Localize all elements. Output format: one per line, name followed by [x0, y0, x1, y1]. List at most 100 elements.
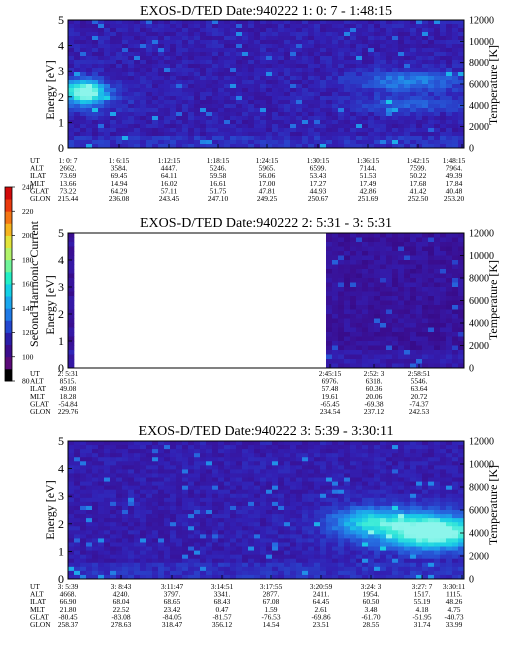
- heatmap-cell: [314, 445, 321, 450]
- heatmap-cell: [158, 497, 165, 503]
- heatmap-cell: [230, 489, 237, 495]
- heatmap-cell: [404, 305, 411, 310]
- heatmap-cell: [236, 481, 243, 486]
- heatmap-cell: [80, 72, 87, 77]
- heatmap-cell: [296, 28, 303, 33]
- heatmap-cell: [428, 60, 435, 65]
- heatmap-cell: [308, 116, 315, 121]
- heatmap-cell: [320, 60, 327, 65]
- heatmap-cell: [440, 242, 447, 247]
- heatmap-cell: [362, 140, 369, 145]
- heatmap-cell: [260, 501, 267, 507]
- heatmap-cell: [182, 80, 189, 85]
- heatmap-cell: [224, 441, 231, 446]
- heatmap-cell: [290, 493, 297, 499]
- heatmap-cell: [392, 473, 399, 478]
- heatmap-cell: [380, 72, 387, 77]
- heatmap-cell: [392, 477, 399, 482]
- heatmap-cell: [296, 449, 303, 454]
- heatmap-cell: [200, 68, 207, 73]
- heatmap-cell: [416, 233, 423, 238]
- heatmap-cell: [260, 128, 267, 133]
- heatmap-cell: [284, 510, 291, 515]
- heatmap-cell: [458, 287, 465, 292]
- heatmap-cell: [242, 546, 249, 551]
- heatmap-cell: [212, 40, 219, 45]
- heatmap-cell: [374, 501, 381, 507]
- heatmap-cell: [368, 345, 375, 351]
- heatmap-cell: [326, 72, 333, 77]
- heatmap-cell: [254, 100, 261, 105]
- orbit-value: 41.42: [410, 186, 427, 195]
- heatmap-cell: [272, 465, 279, 470]
- heatmap-cell: [398, 336, 405, 342]
- heatmap-cell: [440, 40, 447, 45]
- heatmap-cell: [380, 514, 387, 519]
- heatmap-cell: [344, 84, 351, 89]
- heatmap-cell: [146, 116, 153, 121]
- heatmap-cell: [356, 255, 363, 261]
- heatmap-cell: [410, 473, 417, 478]
- heatmap-cell: [260, 40, 267, 45]
- heatmap-cell: [428, 255, 435, 261]
- heatmap-cell: [218, 32, 225, 37]
- heatmap-cell: [434, 36, 441, 41]
- heatmap-cell: [386, 84, 393, 89]
- heatmap-cell: [380, 526, 387, 531]
- heatmap-cell: [146, 505, 153, 511]
- heatmap-cell: [110, 530, 117, 535]
- heatmap-cell: [392, 318, 399, 324]
- heatmap-cell: [458, 140, 465, 145]
- heatmap-cell: [422, 489, 429, 495]
- heatmap-cell: [314, 144, 321, 149]
- heatmap-cell: [404, 124, 411, 129]
- heatmap-cell: [254, 104, 261, 109]
- heatmap-cell: [386, 526, 393, 531]
- heatmap-cell: [74, 505, 81, 511]
- heatmap-cell: [368, 318, 375, 324]
- heatmap-cell: [410, 108, 417, 113]
- heatmap-cell: [158, 64, 165, 69]
- heatmap-cell: [440, 291, 447, 297]
- heatmap-cell: [200, 445, 207, 450]
- heatmap-cell: [248, 497, 255, 503]
- heatmap-cell: [368, 44, 375, 49]
- heatmap-cell: [230, 128, 237, 133]
- heatmap-cell: [428, 363, 435, 369]
- heatmap-cell: [320, 465, 327, 470]
- heatmap-cell: [332, 140, 339, 145]
- heatmap-cell: [380, 445, 387, 450]
- heatmap-cell: [170, 144, 177, 149]
- heatmap-cell: [254, 128, 261, 133]
- heatmap-cell: [296, 514, 303, 519]
- heatmap-cell: [80, 36, 87, 41]
- heatmap-cell: [248, 56, 255, 61]
- heatmap-cell: [128, 72, 135, 77]
- heatmap-cell: [392, 116, 399, 121]
- heatmap-cell: [356, 20, 363, 25]
- heatmap-cell: [200, 485, 207, 491]
- heatmap-cell: [164, 505, 171, 511]
- heatmap-cell: [98, 36, 105, 41]
- heatmap-cell: [362, 296, 369, 301]
- heatmap-cell: [422, 465, 429, 470]
- heatmap-cell: [380, 68, 387, 73]
- heatmap-cell: [326, 441, 333, 446]
- heatmap-cell: [80, 522, 87, 527]
- heatmap-cell: [170, 522, 177, 527]
- heatmap-cell: [278, 104, 285, 109]
- heatmap-cell: [308, 510, 315, 515]
- heatmap-cell: [98, 477, 105, 482]
- heatmap-cell: [194, 56, 201, 61]
- heatmap-cell: [440, 72, 447, 77]
- heatmap-cell: [440, 493, 447, 499]
- heatmap-cell: [260, 112, 267, 117]
- heatmap-cell: [110, 558, 117, 564]
- heatmap-cell: [122, 465, 129, 470]
- heatmap-cell: [146, 489, 153, 495]
- heatmap-cell: [344, 332, 351, 337]
- heatmap-cell: [458, 445, 465, 450]
- heatmap-cell: [392, 526, 399, 531]
- heatmap-cell: [368, 136, 375, 141]
- heatmap-cell: [80, 534, 87, 539]
